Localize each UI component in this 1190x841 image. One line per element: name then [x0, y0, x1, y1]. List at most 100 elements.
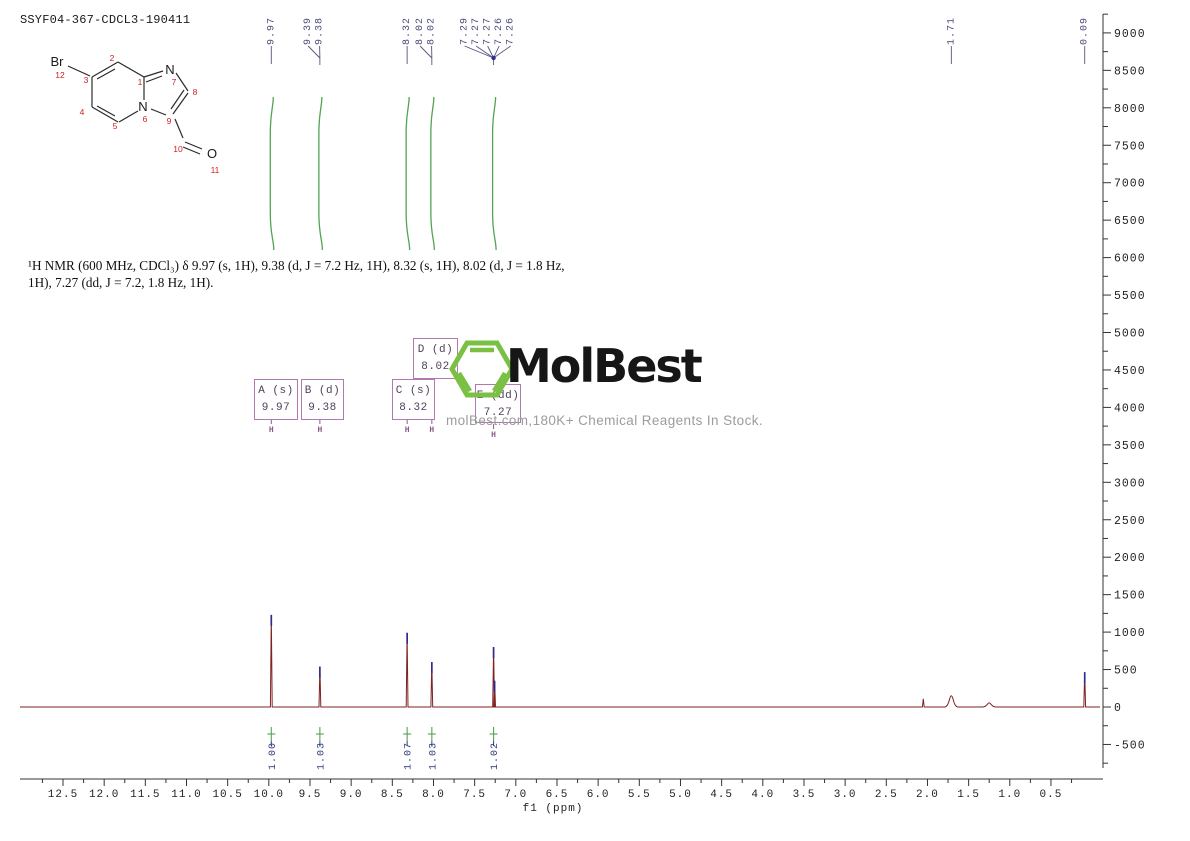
multiplet-id: D (d): [417, 344, 454, 356]
integral-value: 1.02: [490, 742, 501, 770]
y-tick-label: 9000: [1114, 28, 1146, 41]
molbest-logo-hexagon-icon: [449, 340, 515, 398]
x-tick-label: 3.0: [834, 789, 857, 801]
multiplet-box-a: A (s) 9.97: [254, 379, 298, 420]
y-tick-label: 3500: [1114, 440, 1146, 453]
y-tick-label: 6500: [1114, 215, 1146, 228]
peak-pick-label: 7.26: [506, 17, 517, 45]
y-tick-label: 4500: [1114, 365, 1146, 378]
atom-number-12: 12: [55, 70, 65, 80]
peak-pick-label: 0.09: [1080, 17, 1091, 45]
x-tick-label: 5.0: [669, 789, 692, 801]
x-tick-label: 3.5: [793, 789, 816, 801]
x-tick-label: 2.5: [875, 789, 898, 801]
atom-number-4: 4: [80, 107, 85, 117]
pick-fan-dot: [491, 55, 496, 61]
x-tick-label: 11.0: [171, 789, 201, 801]
y-tick-label: 5000: [1114, 328, 1146, 341]
nmr-assignment-line2: 1H), 7.27 (dd, J = 7.2, 1.8 Hz, 1H).: [28, 275, 214, 291]
integral-value: 1.00: [268, 742, 279, 770]
x-tick-label: 8.0: [422, 789, 445, 801]
x-tick-label: 6.0: [587, 789, 610, 801]
peak-pick-label: 7.27: [471, 17, 482, 45]
multiplet-id: A (s): [258, 385, 294, 397]
molbest-brand-text: MolBest: [506, 339, 703, 393]
integral-value: 1.03: [428, 742, 439, 770]
x-tick-label: 7.5: [463, 789, 486, 801]
atom-number-1: 1: [138, 77, 143, 87]
peak-pick-label: 8.32: [402, 17, 413, 45]
molecular-structure: Br N N O 1 2 3 4 5 6 7 8 9 10 11 12: [51, 53, 220, 175]
multiplet-box-b: B (d) 9.38: [301, 379, 344, 420]
y-tick-label: -500: [1114, 739, 1146, 752]
atom-number-9: 9: [167, 116, 172, 126]
nmr-assignment-text: ¹H NMR (600 MHz, CDCl₃) δ 9.97 (s, 1H), …: [28, 257, 588, 292]
x-tick-label: 9.5: [299, 789, 322, 801]
peak-pick-label: 1.71: [946, 17, 957, 45]
y-tick-label: 7500: [1114, 140, 1146, 153]
y-tick-label: 8500: [1114, 65, 1146, 78]
x-axis: 12.5 12.0 11.5 11.0 10.5 10.0 9.5 9.0 8.5 8.0 7.5 7…: [20, 778, 1103, 815]
x-tick-label: 12.0: [89, 789, 119, 801]
y-tick-label: 5500: [1114, 290, 1146, 303]
x-tick-label: 5.5: [628, 789, 651, 801]
peak-pick-label: 7.27: [483, 17, 494, 45]
peak-picks: 9.97 9.39 9.38 8.32 8.02 8.02 7.29 7.27 7.27 7.26…: [266, 17, 1091, 65]
integral-curve: [405, 96, 411, 251]
peak-pick-label: 7.29: [460, 17, 471, 45]
proton-label: H: [429, 426, 434, 435]
x-tick-label: 10.5: [212, 789, 242, 801]
multiplet-box-c: C (s) 8.32: [392, 379, 435, 420]
peak-pick-label: 8.02: [415, 17, 426, 45]
sample-title: SSYF04-367-CDCL3-190411: [20, 13, 191, 27]
integral-curve: [491, 96, 497, 251]
x-tick-label: 12.5: [48, 789, 78, 801]
atom-number-5: 5: [113, 121, 118, 131]
y-tick-label: 4000: [1114, 402, 1146, 415]
proton-label: H: [317, 426, 322, 435]
x-tick-label: 7.0: [504, 789, 527, 801]
multiplet-shift: 9.97: [261, 401, 291, 414]
nmr-assignment-line1: ¹H NMR (600 MHz, CDCl₃) δ 9.97 (s, 1H), …: [28, 258, 565, 273]
y-axis: 9000 8500 8000 7500 7000 6500 6000 5500 5000 4500…: [1102, 13, 1146, 768]
peak-pick-label: 9.38: [315, 17, 326, 45]
atom-number-6: 6: [143, 114, 148, 124]
peak-pick-label: 9.97: [266, 17, 277, 45]
y-tick-label: 1500: [1114, 590, 1146, 603]
atom-number-10: 10: [173, 144, 183, 154]
y-tick-label: 1000: [1114, 627, 1146, 640]
proton-label: H: [405, 426, 410, 435]
x-tick-label: 8.5: [381, 789, 404, 801]
x-tick-label: 2.0: [916, 789, 939, 801]
y-tick-label: 500: [1114, 665, 1138, 678]
y-tick-label: 3000: [1114, 477, 1146, 490]
multiplet-shift: 9.38: [308, 401, 337, 414]
multiplet-shift: 8.32: [399, 401, 428, 414]
y-tick-label: 2000: [1114, 552, 1146, 565]
atom-number-8: 8: [193, 87, 198, 97]
integral-curve: [269, 96, 275, 251]
x-tick-label: 6.5: [546, 789, 569, 801]
y-tick-label: 7000: [1114, 178, 1146, 191]
y-tick-label: 8000: [1114, 103, 1146, 116]
spectrum-trace: [20, 614, 1100, 708]
bond-lines: [67, 61, 203, 155]
atom-number-7: 7: [172, 77, 177, 87]
multiplet-id: B (d): [304, 385, 341, 397]
x-tick-label: 4.5: [710, 789, 733, 801]
x-tick-label: 1.0: [998, 789, 1021, 801]
multiplet-box-d: D (d) 8.02: [413, 338, 458, 379]
proton-label: H: [269, 426, 274, 435]
nmr-trace: [20, 614, 1100, 708]
y-tick-label: 6000: [1114, 253, 1146, 266]
multiplet-shift: 7.27: [483, 406, 513, 419]
x-tick-label: 11.5: [130, 789, 160, 801]
x-axis-title: f1 (ppm): [523, 803, 584, 815]
peak-pick-label: 7.26: [494, 17, 505, 45]
atom-label-o: O: [207, 146, 217, 161]
integral-value: 1.07: [404, 742, 415, 770]
atom-label-br: Br: [51, 54, 65, 69]
peak-pick-label: 8.02: [427, 17, 438, 45]
atom-label-n6: N: [138, 99, 147, 114]
